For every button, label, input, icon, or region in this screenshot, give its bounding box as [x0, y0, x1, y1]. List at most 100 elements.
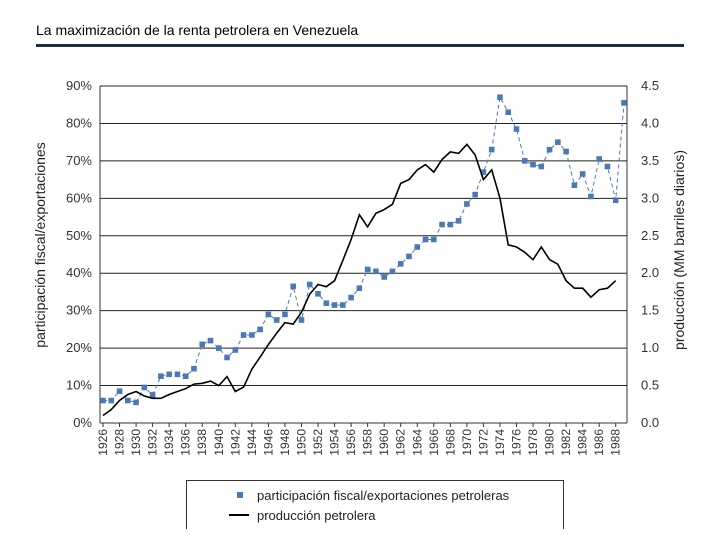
x-tick-label: 1960: [377, 429, 391, 456]
data-point-marker: [108, 397, 115, 404]
data-point-marker: [447, 221, 454, 228]
data-point-marker: [191, 365, 197, 372]
data-point-marker: [505, 109, 512, 116]
x-tick-label: 1982: [559, 429, 573, 456]
data-point-marker: [224, 354, 230, 361]
x-tick-label: 1974: [493, 429, 507, 456]
left-tick-label: 90%: [66, 78, 92, 93]
data-point-marker: [546, 146, 553, 153]
x-tick-label: 1944: [245, 429, 259, 456]
data-point-marker: [422, 236, 429, 243]
series-line-1: [102, 143, 617, 417]
data-point-marker: [158, 373, 164, 379]
data-point-marker: [538, 163, 545, 170]
x-tick-label: 1976: [509, 429, 523, 456]
left-tick-label: 0%: [73, 415, 92, 430]
data-point-marker: [240, 332, 247, 338]
data-point-marker: [116, 388, 123, 394]
data-point-marker: [100, 397, 106, 404]
right-tick-label: 2.5: [641, 228, 659, 243]
x-tick-label: 1928: [113, 429, 127, 456]
data-point-marker: [406, 253, 412, 260]
left-tick-label: 60%: [66, 190, 92, 205]
x-tick-label: 1948: [278, 429, 292, 456]
data-point-marker: [356, 285, 363, 291]
x-tick-label: 1938: [195, 429, 209, 456]
data-point-marker: [232, 347, 239, 353]
x-tick-label: 1988: [609, 429, 623, 456]
legend: participación fiscal/exportaciones petro…: [186, 480, 564, 529]
x-tick-label: 1962: [394, 429, 408, 456]
data-point-marker: [364, 266, 371, 273]
data-point-marker: [290, 283, 297, 290]
left-tick-label: 10%: [66, 378, 92, 393]
data-point-marker: [521, 158, 528, 164]
square-marker-icon: [237, 492, 243, 498]
left-tick-label: 20%: [66, 340, 92, 355]
x-tick-label: 1956: [344, 429, 358, 456]
right-tick-label: 4.0: [641, 115, 659, 130]
data-point-marker: [340, 302, 346, 308]
data-point-marker: [373, 268, 379, 275]
right-axis-title: producción (MM barriles diarios): [671, 150, 687, 350]
data-point-marker: [596, 156, 602, 162]
legend-label-participacion: participación fiscal/exportaciones petro…: [257, 487, 510, 503]
x-tick-label: 1958: [361, 429, 375, 456]
data-point-marker: [414, 244, 421, 250]
data-point-marker: [604, 163, 611, 170]
right-tick-label: 3.0: [641, 190, 659, 205]
left-tick-label: 70%: [66, 153, 92, 168]
x-tick-label: 1966: [427, 429, 441, 456]
data-point-marker: [588, 193, 594, 200]
data-point-marker: [497, 94, 503, 101]
left-axis-title: participación fiscal/exportaciones: [32, 142, 48, 347]
right-tick-label: 2.0: [641, 265, 659, 280]
gridlines: [100, 85, 627, 387]
data-point-marker: [207, 337, 214, 344]
data-point-marker: [282, 311, 288, 318]
left-tick-label: 30%: [66, 303, 92, 318]
data-point-marker: [298, 317, 305, 323]
data-point-marker: [257, 326, 263, 333]
legend-label-produccion: producción petrolera: [257, 507, 376, 523]
left-axis-ticks: 0% 10% 20% 30% 40% 50% 60% 70% 80% 90%: [66, 78, 92, 430]
data-point-marker: [389, 268, 396, 275]
data-point-marker: [199, 341, 206, 348]
data-point-marker: [488, 146, 495, 153]
series-line-0: [103, 95, 625, 403]
data-point-marker: [323, 300, 330, 306]
right-tick-label: 3.5: [641, 153, 659, 168]
data-point-marker: [563, 148, 569, 155]
data-point-marker: [215, 345, 222, 351]
left-tick-label: 50%: [66, 228, 92, 243]
title-divider: [36, 44, 684, 47]
series: [100, 94, 627, 417]
right-tick-label: 4.5: [641, 78, 659, 93]
data-point-marker: [480, 169, 487, 175]
x-tick-label: 1984: [576, 429, 590, 456]
data-point-marker: [149, 392, 156, 398]
x-tick-label: 1972: [476, 429, 490, 456]
data-point-marker: [331, 302, 338, 308]
data-point-marker: [472, 191, 478, 198]
data-point-marker: [166, 371, 172, 378]
x-tick-label: 1980: [543, 429, 557, 456]
x-tick-label: 1968: [443, 429, 457, 456]
legend-item-produccion: producción petrolera: [187, 505, 376, 525]
right-axis-ticks: 0.0 0.5 1.0 1.5 2.0 2.5 3.0 3.5 4.0 4.5: [641, 78, 659, 430]
x-tick-label: 1934: [162, 429, 176, 456]
x-tick-label: 1978: [526, 429, 540, 456]
data-point-marker: [265, 311, 272, 318]
data-point-marker: [430, 236, 437, 243]
data-point-marker: [306, 281, 313, 288]
x-tick-label: 1930: [129, 429, 143, 456]
data-point-marker: [530, 161, 536, 168]
left-tick-label: 40%: [66, 265, 92, 280]
x-tick-label: 1942: [228, 429, 242, 456]
data-point-marker: [455, 218, 462, 224]
line-marker-icon: [229, 514, 249, 516]
data-point-marker: [464, 201, 470, 207]
data-point-marker: [182, 373, 189, 379]
data-point-marker: [621, 100, 627, 106]
data-point-marker: [579, 171, 586, 177]
